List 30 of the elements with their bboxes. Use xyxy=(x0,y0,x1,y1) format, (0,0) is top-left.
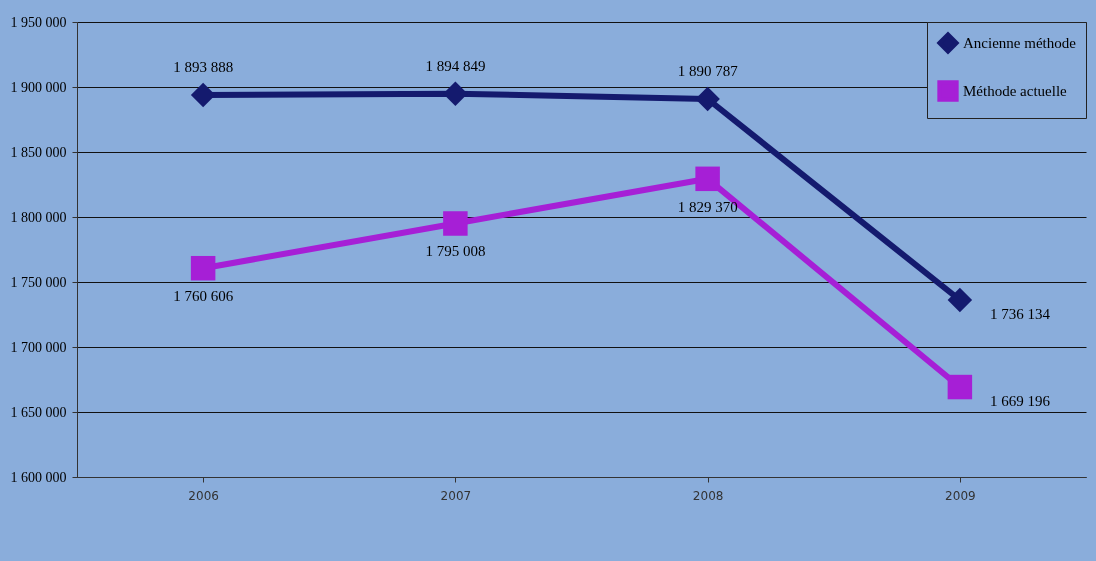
point xyxy=(947,374,973,400)
point xyxy=(947,287,973,313)
x-tick-label: 2006 xyxy=(188,488,219,503)
legend-label: Ancienne méthode xyxy=(963,35,1077,51)
data-label: 1 736 134 xyxy=(989,306,1051,323)
y-tick-label: 1 750 000 xyxy=(10,274,67,290)
y-tick-label: 1 700 000 xyxy=(10,339,67,355)
data-label: 1 760 606 xyxy=(173,288,234,305)
point xyxy=(695,86,720,112)
y-tick-label: 1 900 000 xyxy=(10,79,67,95)
data-label: 1 893 888 xyxy=(173,58,234,75)
y-tick-label: 1 800 000 xyxy=(10,209,67,225)
y-tick-label: 1 850 000 xyxy=(10,144,67,160)
x-tick-label: 2007 xyxy=(440,488,472,503)
x-tick-label: 2008 xyxy=(692,488,724,503)
point xyxy=(190,255,216,281)
data-label: 1 894 849 xyxy=(425,57,486,74)
y-tick-label: 1 650 000 xyxy=(10,404,67,420)
data-label: 1 829 370 xyxy=(677,198,738,215)
point xyxy=(190,82,216,108)
data-label: 1 795 008 xyxy=(425,243,486,260)
point xyxy=(443,81,468,106)
data-label: 1 669 196 xyxy=(989,393,1051,410)
point xyxy=(695,166,720,192)
legend-label: Méthode actuelle xyxy=(963,83,1068,99)
point xyxy=(443,211,468,236)
x-tick-label: 2009 xyxy=(945,488,976,503)
y-tick-label: 1 950 000 xyxy=(10,14,67,30)
data-label: 1 890 787 xyxy=(677,62,739,79)
y-tick-label: 1 600 000 xyxy=(10,469,67,485)
